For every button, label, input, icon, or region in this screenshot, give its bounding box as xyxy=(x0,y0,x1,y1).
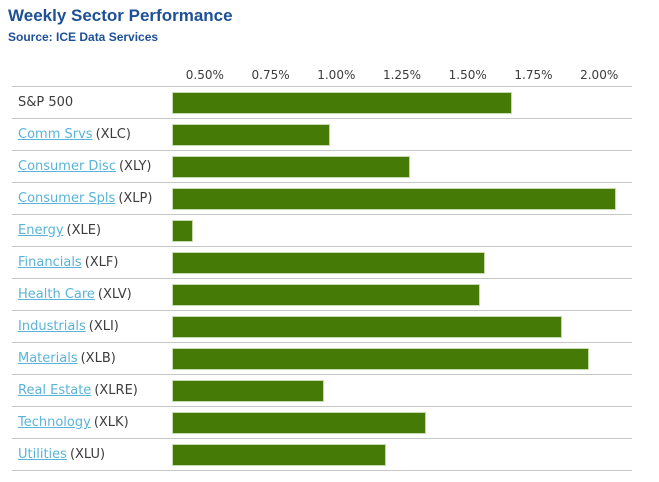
sector-link[interactable]: Materials xyxy=(18,351,78,366)
performance-bar xyxy=(172,219,194,242)
table-row: Materials (XLB) xyxy=(12,343,632,375)
sector-label: Technology (XLK) xyxy=(12,415,172,430)
performance-bar xyxy=(172,443,386,466)
sector-ticker: (XLE) xyxy=(66,223,102,238)
page-title: Weekly Sector Performance xyxy=(8,6,233,25)
table-row: Utilities (XLU) xyxy=(12,439,632,471)
performance-bar xyxy=(172,379,325,402)
x-axis: 0.50% 0.75% 1.00% 1.25% 1.50% 1.75% 2.00% xyxy=(12,62,632,87)
sector-ticker: (XLI) xyxy=(88,319,119,334)
performance-bar xyxy=(172,347,590,370)
x-axis-tick: 1.50% xyxy=(448,68,487,82)
sector-name: S&P 500 xyxy=(18,95,74,110)
table-row: S&P 500 xyxy=(12,87,632,119)
sector-label: Consumer Spls (XLP) xyxy=(12,191,172,206)
sector-performance-chart: 0.50% 0.75% 1.00% 1.25% 1.50% 1.75% 2.00% S&P … xyxy=(12,62,632,471)
bar-area xyxy=(172,251,632,274)
sector-label: Energy (XLE) xyxy=(12,223,172,238)
bar-area xyxy=(172,379,632,402)
sector-label: Industrials (XLI) xyxy=(12,319,172,334)
x-axis-tick: 0.50% xyxy=(185,68,224,82)
bar-area xyxy=(172,155,632,178)
sector-link[interactable]: Utilities xyxy=(18,447,67,462)
performance-bar xyxy=(172,411,427,434)
sector-link[interactable]: Financials xyxy=(18,255,82,270)
table-row: Comm Srvs (XLC) xyxy=(12,119,632,151)
sector-ticker: (XLC) xyxy=(95,127,131,142)
table-row: Consumer Spls (XLP) xyxy=(12,183,632,215)
performance-bar xyxy=(172,315,563,338)
sector-ticker: (XLU) xyxy=(69,447,106,462)
sector-ticker: (XLK) xyxy=(93,415,129,430)
sector-label: Financials (XLF) xyxy=(12,255,172,270)
x-axis-ticks: 0.50% 0.75% 1.00% 1.25% 1.50% 1.75% 2.00% xyxy=(172,68,632,86)
sector-ticker: (XLP) xyxy=(118,191,153,206)
bar-area xyxy=(172,443,632,466)
table-row: Consumer Disc (XLY) xyxy=(12,151,632,183)
bar-area xyxy=(172,187,632,210)
bar-area xyxy=(172,283,632,306)
x-axis-tick: 0.75% xyxy=(251,68,290,82)
sector-link[interactable]: Health Care xyxy=(18,287,95,302)
performance-bar xyxy=(172,187,616,210)
sector-ticker: (XLF) xyxy=(84,255,119,270)
table-row: Financials (XLF) xyxy=(12,247,632,279)
sector-ticker: (XLY) xyxy=(118,159,152,174)
x-axis-tick: 1.75% xyxy=(514,68,553,82)
sector-ticker: (XLV) xyxy=(97,287,132,302)
sector-label: S&P 500 xyxy=(12,95,172,110)
sector-label: Real Estate (XLRE) xyxy=(12,383,172,398)
bar-area xyxy=(172,347,632,370)
x-axis-tick: 2.00% xyxy=(580,68,619,82)
sector-link[interactable]: Energy xyxy=(18,223,64,238)
performance-bar xyxy=(172,155,410,178)
sector-label: Utilities (XLU) xyxy=(12,447,172,462)
performance-bar xyxy=(172,123,330,146)
sector-label: Consumer Disc (XLY) xyxy=(12,159,172,174)
table-row: Technology (XLK) xyxy=(12,407,632,439)
bar-area xyxy=(172,411,632,434)
chart-rows: S&P 500 Comm Srvs (XLC) Consumer Disc (XLY) C… xyxy=(12,87,632,471)
table-row: Real Estate (XLRE) xyxy=(12,375,632,407)
sector-ticker: (XLRE) xyxy=(94,383,138,398)
page: Weekly Sector Performance Source: ICE Da… xyxy=(8,6,632,471)
performance-bar xyxy=(172,91,512,114)
table-row: Industrials (XLI) xyxy=(12,311,632,343)
bar-area xyxy=(172,315,632,338)
sector-link[interactable]: Comm Srvs xyxy=(18,127,93,142)
sector-link[interactable]: Real Estate xyxy=(18,383,92,398)
table-row: Energy (XLE) xyxy=(12,215,632,247)
sector-link[interactable]: Consumer Disc xyxy=(18,159,116,174)
table-row: Health Care (XLV) xyxy=(12,279,632,311)
sector-link[interactable]: Consumer Spls xyxy=(18,191,116,206)
x-axis-tick: 1.25% xyxy=(382,68,422,82)
performance-bar xyxy=(172,283,480,306)
x-axis-tick: 1.00% xyxy=(317,68,356,82)
sector-label: Health Care (XLV) xyxy=(12,287,172,302)
source-label: Source: ICE Data Services xyxy=(8,30,159,44)
sector-label: Materials (XLB) xyxy=(12,351,172,366)
sector-link[interactable]: Technology xyxy=(18,415,91,430)
sector-link[interactable]: Industrials xyxy=(18,319,86,334)
performance-bar xyxy=(172,251,485,274)
bar-area xyxy=(172,219,632,242)
sector-label: Comm Srvs (XLC) xyxy=(12,127,172,142)
bar-area xyxy=(172,123,632,146)
bar-area xyxy=(172,91,632,114)
sector-ticker: (XLB) xyxy=(80,351,116,366)
